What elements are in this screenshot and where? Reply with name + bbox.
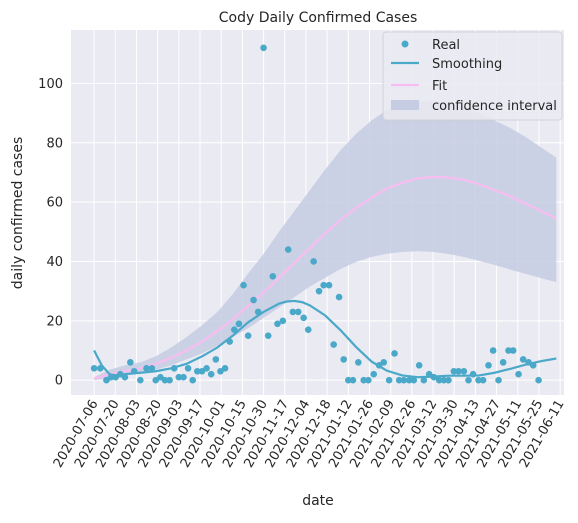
real-point — [370, 371, 377, 378]
real-point — [97, 365, 104, 372]
x-tick-labels: 2020-07-062020-07-202020-08-032020-08-20… — [51, 398, 568, 471]
real-point — [326, 282, 333, 289]
real-point — [240, 282, 247, 289]
real-point — [270, 273, 277, 280]
real-point — [185, 365, 192, 372]
legend-confidence-label: confidence interval — [432, 99, 557, 114]
real-point — [222, 365, 229, 372]
legend-smoothing-label: Smoothing — [432, 57, 502, 72]
y-tick-label-0: 0 — [55, 374, 63, 389]
real-point — [236, 320, 243, 327]
real-point — [171, 365, 178, 372]
real-point — [410, 377, 417, 384]
real-point — [260, 45, 267, 52]
real-point — [500, 359, 507, 366]
real-point — [365, 377, 372, 384]
legend-real-label: Real — [432, 38, 460, 53]
real-point — [485, 362, 492, 369]
real-point — [495, 377, 502, 384]
y-tick-label-3: 60 — [46, 196, 63, 211]
real-point — [535, 377, 542, 384]
real-point — [91, 365, 98, 372]
real-point — [180, 374, 187, 381]
legend-fit-label: Fit — [432, 79, 447, 94]
real-point — [421, 377, 428, 384]
real-point — [386, 377, 393, 384]
real-point — [445, 377, 452, 384]
y-tick-labels: 0 20 40 60 80 100 — [38, 77, 63, 389]
real-point — [515, 371, 522, 378]
real-point — [480, 377, 487, 384]
chart-title: Cody Daily Confirmed Cases — [219, 10, 418, 26]
real-point — [208, 371, 215, 378]
real-point — [380, 359, 387, 366]
real-point — [336, 294, 343, 301]
real-point — [295, 309, 302, 316]
legend-real-marker — [402, 41, 409, 48]
y-tick-label-2: 40 — [46, 255, 63, 270]
x-axis-label: date — [302, 493, 334, 509]
real-point — [305, 326, 312, 333]
real-point — [510, 347, 517, 354]
real-point — [470, 371, 477, 378]
real-point — [280, 318, 287, 325]
real-point — [255, 309, 262, 316]
real-point — [245, 332, 252, 339]
real-point — [530, 362, 537, 369]
real-point — [189, 377, 196, 384]
real-point — [300, 315, 307, 322]
real-point — [316, 288, 323, 295]
real-point — [166, 377, 173, 384]
y-tick-label-4: 80 — [46, 136, 63, 151]
real-point — [330, 341, 337, 348]
real-point — [203, 365, 210, 372]
real-point — [213, 356, 220, 363]
real-point — [127, 359, 134, 366]
real-point — [250, 297, 257, 304]
y-tick-label-5: 100 — [38, 77, 63, 92]
real-point — [226, 338, 233, 345]
real-point — [461, 368, 468, 375]
real-point — [137, 377, 144, 384]
legend-confidence-marker — [391, 100, 419, 110]
real-point — [350, 377, 357, 384]
real-point — [265, 332, 272, 339]
real-point — [149, 365, 156, 372]
real-point — [131, 368, 138, 375]
legend: Real Smoothing Fit confidence interval — [383, 32, 562, 120]
real-point — [285, 246, 292, 253]
real-point — [391, 350, 398, 357]
real-point — [465, 377, 472, 384]
real-point — [231, 326, 238, 333]
y-axis-label: daily confirmed cases — [10, 137, 26, 290]
real-point — [340, 356, 347, 363]
real-point — [310, 258, 317, 265]
y-tick-label-1: 20 — [46, 314, 63, 329]
real-point — [122, 374, 129, 381]
real-point — [490, 347, 497, 354]
real-point — [416, 362, 423, 369]
real-point — [355, 359, 362, 366]
